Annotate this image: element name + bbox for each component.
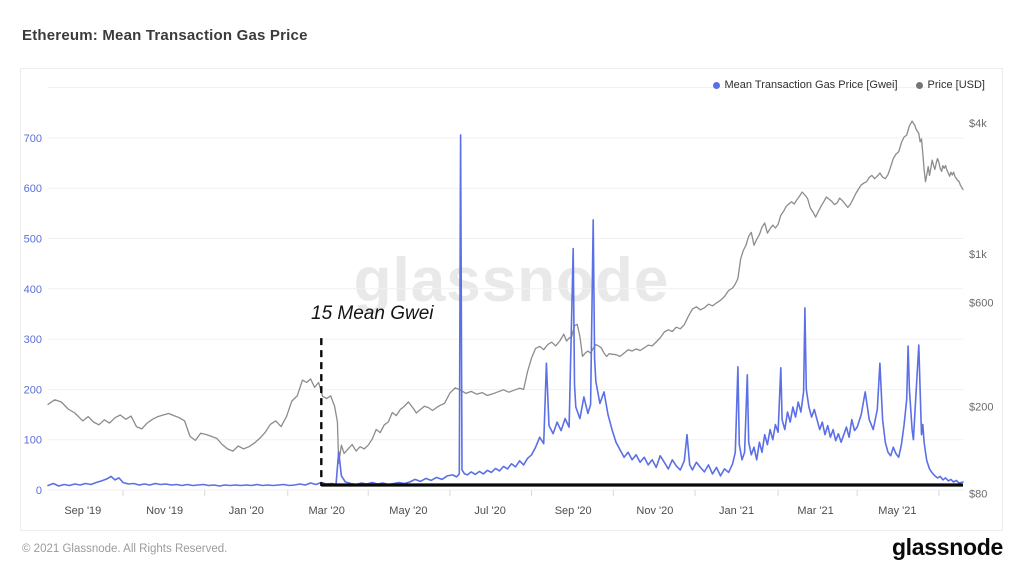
y-right-tick-label: $80 bbox=[969, 488, 987, 500]
series-gas-price bbox=[47, 134, 964, 487]
x-tick-label: May '20 bbox=[389, 505, 427, 517]
y-left-tick-label: 0 bbox=[36, 485, 42, 497]
x-tick-label: May '21 bbox=[878, 505, 916, 517]
y-left-tick-label: 700 bbox=[24, 133, 42, 145]
legend-label-price: Price [USD] bbox=[927, 79, 985, 91]
legend-dot-price-icon bbox=[915, 81, 923, 89]
x-tick-label: Jan '20 bbox=[229, 505, 264, 517]
y-left-tick-label: 100 bbox=[24, 435, 42, 447]
x-tick-label: Mar '20 bbox=[309, 505, 345, 517]
x-tick-label: Nov '20 bbox=[636, 505, 673, 517]
legend-item-price-usd[interactable]: Price [USD] bbox=[915, 79, 985, 91]
y-left-tick-label: 300 bbox=[24, 334, 42, 346]
copyright-text: © 2021 Glassnode. All Rights Reserved. bbox=[22, 543, 228, 555]
y-left-tick-label: 500 bbox=[24, 234, 42, 246]
page-title: Ethereum: Mean Transaction Gas Price bbox=[22, 27, 308, 44]
y-left-tick-label: 600 bbox=[24, 183, 42, 195]
x-tick-label: Sep '19 bbox=[64, 505, 101, 517]
legend-label-gas: Mean Transaction Gas Price [Gwei] bbox=[724, 79, 898, 91]
chart-legend: Mean Transaction Gas Price [Gwei] Price … bbox=[712, 79, 985, 91]
chart-card bbox=[20, 68, 1003, 531]
x-tick-label: Sep '20 bbox=[555, 505, 592, 517]
x-tick-label: Mar '21 bbox=[797, 505, 833, 517]
glassnode-watermark: glassnode bbox=[353, 246, 670, 315]
y-left-tick-label: 200 bbox=[24, 384, 42, 396]
legend-dot-gas-icon bbox=[712, 81, 720, 89]
annotation-label: 15 Mean Gwei bbox=[311, 303, 434, 324]
x-tick-label: Jul '20 bbox=[474, 505, 505, 517]
y-right-tick-label: $200 bbox=[969, 402, 993, 414]
y-right-tick-label: $1k bbox=[969, 249, 987, 261]
x-tick-label: Nov '19 bbox=[146, 505, 183, 517]
series-price-usd bbox=[47, 120, 964, 464]
y-right-tick-label: $4k bbox=[969, 118, 987, 130]
glassnode-logo[interactable]: glassnode bbox=[891, 534, 1003, 560]
legend-item-gas-price[interactable]: Mean Transaction Gas Price [Gwei] bbox=[712, 79, 898, 91]
y-left-tick-label: 400 bbox=[24, 284, 42, 296]
x-tick-label: Jan '21 bbox=[719, 505, 754, 517]
y-right-tick-label: $600 bbox=[969, 298, 993, 310]
